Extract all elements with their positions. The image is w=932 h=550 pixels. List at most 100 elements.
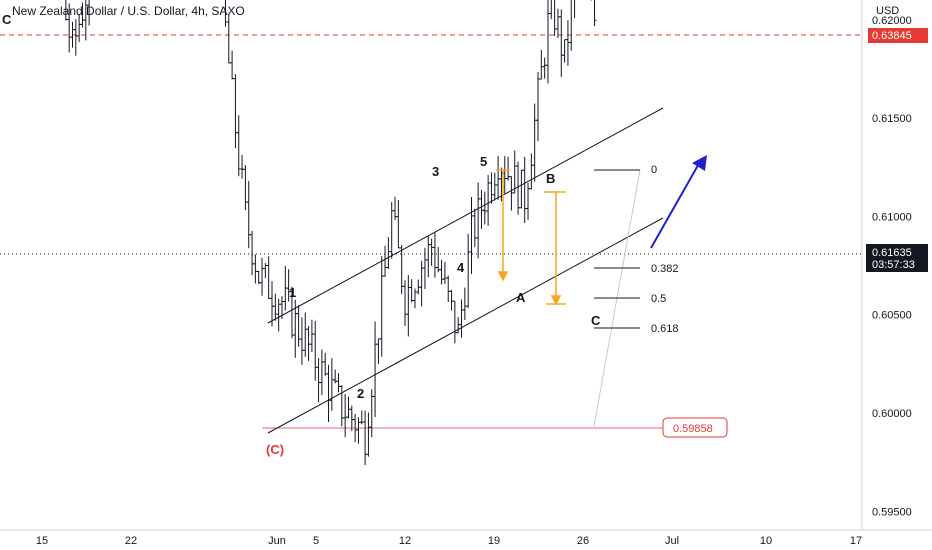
candle xyxy=(230,50,235,80)
candle xyxy=(442,261,447,284)
candle xyxy=(83,0,88,41)
wave-label-a: A xyxy=(516,290,526,305)
candle xyxy=(512,150,517,194)
fib-label-0: 0 xyxy=(651,164,657,176)
x-tick-label: Jul xyxy=(665,535,679,547)
resistance-price-badge[interactable] xyxy=(868,28,928,43)
candle xyxy=(459,299,464,338)
wave-label-c-minor: C xyxy=(591,313,601,328)
fib-label-618: 0.618 xyxy=(651,323,679,335)
candle xyxy=(406,275,411,337)
candle xyxy=(472,208,477,248)
candle xyxy=(366,412,371,457)
candle xyxy=(532,103,537,182)
x-tick-label: 15 xyxy=(36,535,48,547)
candle xyxy=(326,364,331,423)
candle xyxy=(436,247,441,273)
candle xyxy=(67,3,72,53)
x-tick-label: Jun xyxy=(268,535,286,547)
projection-arrow[interactable] xyxy=(650,155,707,249)
candle xyxy=(356,417,361,444)
current-price-badge[interactable] xyxy=(866,244,928,272)
candle xyxy=(313,320,318,381)
candle xyxy=(246,181,251,249)
candle xyxy=(409,279,414,303)
candle xyxy=(373,321,378,418)
candle xyxy=(77,14,82,43)
candle xyxy=(590,0,592,1)
candle xyxy=(266,256,271,300)
candle xyxy=(296,305,301,347)
x-tick-label: 10 xyxy=(760,535,772,547)
candle xyxy=(562,39,567,63)
candle xyxy=(233,74,238,149)
candle xyxy=(554,0,557,36)
candle xyxy=(412,288,417,309)
candle xyxy=(476,182,481,259)
candle xyxy=(273,293,278,321)
candle xyxy=(299,317,304,365)
candle xyxy=(422,247,427,290)
wave-label-3: 3 xyxy=(432,164,439,179)
candle xyxy=(429,238,434,266)
candle xyxy=(466,233,471,309)
channel-lower-line[interactable] xyxy=(267,217,664,434)
candle xyxy=(496,155,501,200)
fib-label-5: 0.5 xyxy=(651,293,666,305)
candle xyxy=(226,14,231,64)
candle xyxy=(65,0,68,21)
candle xyxy=(80,2,85,28)
y-tick-label: 0.60500 xyxy=(872,310,912,322)
candle xyxy=(469,197,474,274)
candle xyxy=(519,169,524,209)
candle xyxy=(559,9,564,77)
candle xyxy=(309,319,314,353)
chart-title: New Zealand Dollar / U.S. Dollar, 4h, SA… xyxy=(12,4,245,18)
candle xyxy=(594,0,597,27)
candle xyxy=(329,358,334,411)
candle xyxy=(87,0,90,26)
candle xyxy=(349,405,354,431)
x-tick-label: 19 xyxy=(488,535,500,547)
wave-label-4: 4 xyxy=(457,260,465,275)
candle xyxy=(253,254,258,284)
y-axis-ticks: 0.59500 0.60000 0.60500 0.61000 0.61500 0.620… xyxy=(872,15,912,518)
wave-label-b: B xyxy=(546,171,555,186)
candle xyxy=(386,237,391,269)
candle xyxy=(569,0,572,51)
candle xyxy=(449,289,454,311)
candle xyxy=(376,338,381,365)
current-price-badge-text: 0.61635 xyxy=(872,247,912,259)
candle xyxy=(522,156,527,223)
candle xyxy=(323,352,328,376)
candle xyxy=(379,256,384,357)
low-price-callout[interactable] xyxy=(662,417,728,438)
candle xyxy=(339,385,344,427)
candle xyxy=(363,410,368,466)
candle xyxy=(545,0,550,84)
candle xyxy=(492,172,497,201)
candle xyxy=(542,57,547,79)
fib-label-382: 0.382 xyxy=(651,263,679,275)
x-axis-ticks: 15 22 Jun 5 12 19 26 Jul 10 17 xyxy=(36,535,862,547)
candle xyxy=(419,260,424,307)
candle xyxy=(343,394,348,438)
candle xyxy=(555,8,560,39)
candle xyxy=(426,236,431,278)
measure-arrow-wave[interactable] xyxy=(496,169,510,282)
candle xyxy=(452,300,457,344)
measure-arrow-correction[interactable] xyxy=(544,191,566,306)
candle xyxy=(462,287,467,321)
wave-label-c-top: C xyxy=(2,12,12,27)
candlestick-series xyxy=(62,0,597,466)
candle xyxy=(479,189,484,229)
candle xyxy=(574,0,576,18)
candle xyxy=(403,280,407,326)
channel-upper-line[interactable] xyxy=(267,107,664,324)
candle xyxy=(489,172,494,204)
candle xyxy=(73,19,78,56)
candle xyxy=(346,396,351,419)
resistance-price-badge-text: 0.63845 xyxy=(872,30,912,42)
wave-label-c-major: (C) xyxy=(266,442,284,457)
